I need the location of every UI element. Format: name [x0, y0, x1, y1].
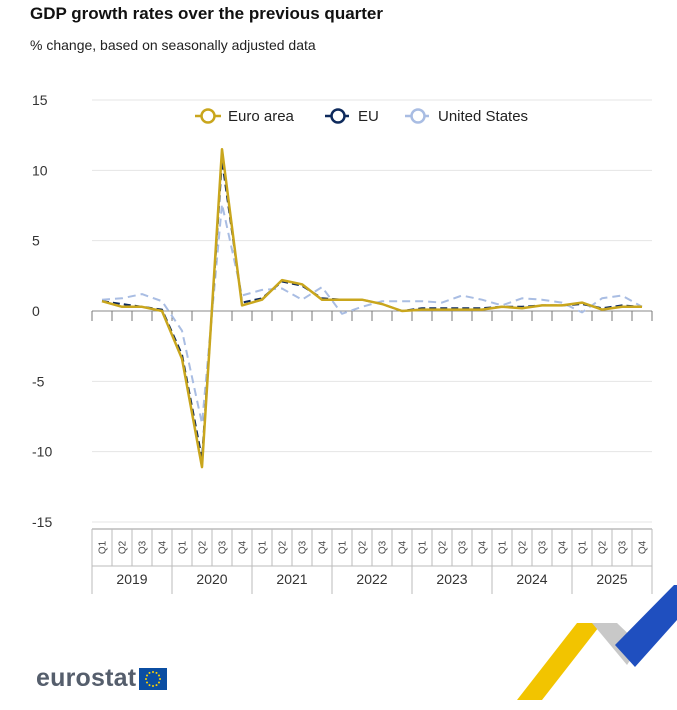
x-tick-quarter: Q1 — [258, 540, 269, 554]
x-tick-quarter: Q2 — [358, 540, 369, 554]
gridlines — [92, 99, 652, 523]
x-tick-quarter: Q1 — [178, 540, 189, 554]
x-tick-year: 2025 — [596, 571, 627, 587]
x-tick-quarter: Q4 — [558, 540, 569, 554]
series-lines — [101, 147, 643, 469]
x-tick-quarter: Q2 — [598, 540, 609, 554]
x-tick-quarter: Q3 — [218, 540, 229, 554]
x-tick-year: 2023 — [436, 571, 467, 587]
x-tick-quarter: Q1 — [418, 540, 429, 554]
x-tick-quarter: Q1 — [338, 540, 349, 554]
x-tick-quarter: Q2 — [518, 540, 529, 554]
y-tick-label: -15 — [32, 514, 52, 530]
x-tick-year: 2022 — [356, 571, 387, 587]
y-tick-label: 10 — [32, 162, 48, 178]
y-tick-label: 0 — [32, 303, 40, 319]
legend-item-eu[interactable]: EU — [325, 108, 379, 125]
x-tick-quarter: Q2 — [438, 540, 449, 554]
x-tick-quarter: Q3 — [138, 540, 149, 554]
x-tick-quarter: Q3 — [618, 540, 629, 554]
chart-subtitle: % change, based on seasonally adjusted d… — [30, 37, 316, 53]
legend-item-euro-area[interactable]: Euro area — [195, 108, 295, 125]
x-tick-quarter: Q4 — [398, 540, 409, 554]
x-tick-year: 2024 — [516, 571, 547, 587]
y-axis: 15 10 5 0 -5 -10 -15 — [32, 92, 52, 530]
x-tick-quarter: Q4 — [158, 540, 169, 554]
x-tick-quarter: Q2 — [278, 540, 289, 554]
x-tick-quarter: Q3 — [538, 540, 549, 554]
eurostat-logo: eurostat — [36, 664, 168, 693]
eurostat-swoosh-graphic — [517, 585, 677, 700]
x-tick-quarter: Q3 — [458, 540, 469, 554]
eu-flag-icon — [139, 667, 168, 690]
legend-label-eu: EU — [358, 108, 379, 125]
x-tick-quarter: Q4 — [638, 540, 649, 554]
legend-label-euro-area: Euro area — [228, 108, 295, 125]
y-tick-label: -5 — [32, 373, 45, 389]
logo-text: eurostat — [36, 664, 137, 692]
legend-label-united-states: United States — [438, 108, 528, 125]
legend: Euro area EU United States — [195, 108, 528, 125]
x-tick-quarter: Q4 — [478, 540, 489, 554]
x-tick-quarter: Q1 — [578, 540, 589, 554]
chart-title: GDP growth rates over the previous quart… — [30, 4, 383, 23]
series-line-eu[interactable] — [101, 159, 643, 460]
x-tick-quarter: Q2 — [118, 540, 129, 554]
x-tick-year: 2020 — [196, 571, 227, 587]
x-tick-year: 2019 — [116, 571, 147, 587]
series-line-united-states[interactable] — [101, 203, 643, 425]
legend-item-united-states[interactable]: United States — [405, 108, 528, 125]
x-tick-quarter: Q1 — [498, 540, 509, 554]
y-tick-label: -10 — [32, 444, 52, 460]
x-tick-quarter: Q4 — [238, 540, 249, 554]
x-axis: Q1 Q2 Q3 Q4 Q1 Q2 Q3 Q4 Q1 Q2 Q3 Q4 Q1 Q2 Q3 Q4 Q1 Q2 Q3 Q4… — [91, 311, 653, 594]
series-line-euro-area[interactable] — [101, 147, 642, 469]
x-tick-year: 2021 — [276, 571, 307, 587]
y-tick-label: 5 — [32, 233, 40, 249]
x-tick-quarter: Q3 — [378, 540, 389, 554]
x-tick-quarter: Q2 — [198, 540, 209, 554]
x-tick-quarter: Q4 — [318, 540, 329, 554]
x-tick-quarter: Q3 — [298, 540, 309, 554]
x-tick-quarter: Q1 — [98, 540, 109, 554]
y-tick-label: 15 — [32, 92, 48, 108]
